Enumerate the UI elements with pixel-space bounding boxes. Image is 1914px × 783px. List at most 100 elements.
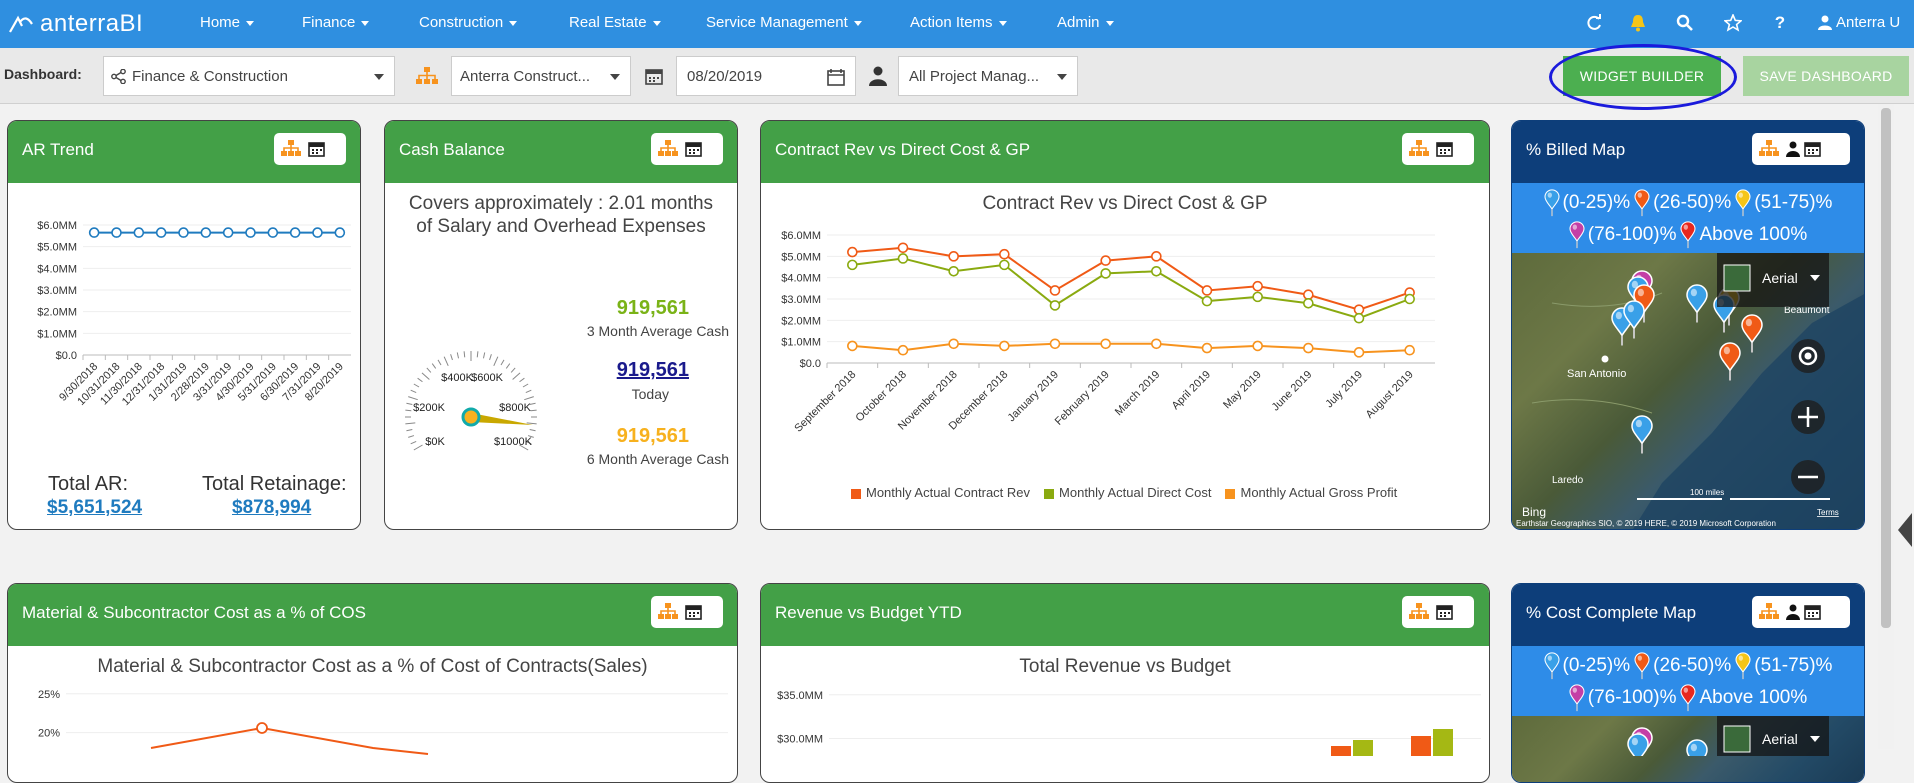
widget-cost-complete-map: % Cost Complete Map (0-25)% (26-50)% (51-7… xyxy=(1511,583,1865,783)
org-chart-icon[interactable] xyxy=(1408,602,1432,622)
map-canvas[interactable]: San Antonio Beaumont Laredo Aerial 100 miles… xyxy=(1512,253,1865,530)
caret-down-icon xyxy=(998,20,1007,26)
calendar-icon[interactable] xyxy=(1436,603,1454,621)
dashboard-select-value: Finance & Construction xyxy=(132,67,288,85)
locate-icon xyxy=(1798,346,1818,366)
widget-body: Total Revenue vs Budget $35.0MM $30.0MM xyxy=(761,646,1489,782)
today-value[interactable]: 919,561 xyxy=(616,359,689,381)
calendar-icon[interactable] xyxy=(1436,140,1454,158)
data-point xyxy=(1100,255,1111,266)
save-dashboard-button[interactable]: SAVE DASHBOARD xyxy=(1743,56,1909,96)
help-icon[interactable]: ? xyxy=(1774,13,1786,32)
map-legend-row: (0-25)% (26-50)% (51-75)% xyxy=(1512,652,1864,680)
calendar-icon[interactable] xyxy=(685,140,703,158)
gauge-tick xyxy=(408,435,415,438)
data-point xyxy=(897,344,909,356)
gauge-tick xyxy=(519,444,529,451)
today-label: Today xyxy=(631,386,669,402)
bell-icon[interactable] xyxy=(1627,12,1649,34)
user-name: Anterra U xyxy=(1836,14,1901,31)
map-legend-label: (51-75)% xyxy=(1754,192,1833,213)
org-chart-icon[interactable] xyxy=(1758,139,1782,159)
legend-item[interactable]: Monthly Actual Contract Rev xyxy=(851,485,1030,500)
gauge-tick xyxy=(431,363,437,369)
nav-home[interactable]: Home xyxy=(200,14,255,31)
legend-item[interactable]: Monthly Actual Direct Cost xyxy=(1044,485,1211,500)
city-label: San Antonio xyxy=(1567,368,1626,380)
plus-icon xyxy=(1798,407,1818,427)
map-area[interactable]: Aerial xyxy=(1512,716,1864,782)
bar xyxy=(1411,736,1431,756)
series-line xyxy=(852,257,1411,320)
widget-body: Covers approximately : 2.01 months of Sa… xyxy=(385,183,737,529)
calendar-icon[interactable] xyxy=(308,140,326,158)
data-point xyxy=(1049,300,1061,311)
total-retainage-value[interactable]: $878,994 xyxy=(232,497,312,518)
caret-down-icon xyxy=(1810,736,1820,742)
org-chart-icon[interactable] xyxy=(657,139,681,159)
refresh-icon[interactable] xyxy=(1583,12,1605,34)
calendar-icon[interactable] xyxy=(1804,140,1822,158)
map-pin-icon xyxy=(1686,284,1708,324)
gauge-tick xyxy=(421,372,430,380)
collapse-panel-icon[interactable] xyxy=(1894,505,1914,555)
org-chart-icon[interactable] xyxy=(657,602,681,622)
nav-construction[interactable]: Construction xyxy=(419,14,518,31)
logo-text: anterraBI xyxy=(40,10,144,37)
org-chart-icon[interactable] xyxy=(1758,602,1782,622)
widget-cash-balance: Cash Balance Covers approximately : 2.01… xyxy=(384,120,738,530)
app-logo[interactable]: anterraBI xyxy=(8,10,143,38)
data-point xyxy=(88,227,100,238)
map-area[interactable]: San Antonio Beaumont Laredo Aerial 100 miles… xyxy=(1512,253,1864,529)
company-select[interactable]: Anterra Construct... xyxy=(451,56,631,96)
person-icon[interactable] xyxy=(1786,604,1800,620)
map-legend-item: (26-50)% xyxy=(1634,189,1731,217)
dashboard-select[interactable]: Finance & Construction xyxy=(103,56,395,96)
contract-rev-chart: $0.0 $1.0MM $2.0MM $3.0MM $4.0MM $5.0MM $6.0MM… xyxy=(781,230,1435,435)
map-pin-icon xyxy=(1634,189,1650,217)
star-icon[interactable] xyxy=(1722,12,1744,34)
map-canvas[interactable]: Aerial xyxy=(1512,716,1865,779)
nav-finance[interactable]: Finance xyxy=(302,14,370,31)
total-ar-value[interactable]: $5,651,524 xyxy=(47,497,143,518)
person-icon[interactable] xyxy=(1786,141,1800,157)
nav-real-estate[interactable]: Real Estate xyxy=(569,14,661,31)
x-tick-label: March 2019 xyxy=(1113,369,1163,419)
map-legend-label: (76-100)% xyxy=(1587,224,1677,245)
date-input[interactable]: 08/20/2019 xyxy=(676,56,856,96)
map-pin-icon xyxy=(1719,342,1741,382)
widget-header: Revenue vs Budget YTD xyxy=(761,584,1489,646)
data-point xyxy=(847,259,858,271)
org-chart-icon[interactable] xyxy=(280,139,304,159)
scrollbar-thumb[interactable] xyxy=(1881,108,1891,628)
data-point xyxy=(245,227,256,238)
calendar-icon[interactable] xyxy=(1804,603,1822,621)
bar xyxy=(1331,746,1351,756)
search-icon[interactable] xyxy=(1674,12,1696,34)
user-menu[interactable]: Anterra U xyxy=(1818,14,1900,31)
series-line xyxy=(852,246,1410,311)
nav-service-management[interactable]: Service Management xyxy=(706,14,862,31)
nav-admin[interactable]: Admin xyxy=(1057,14,1114,31)
city-marker xyxy=(1601,355,1609,363)
nav-service-management-label: Service Management xyxy=(706,14,848,31)
widget-body: $0.0 $1.0MM $2.0MM $3.0MM $4.0MM $5.0MM $6.0MM… xyxy=(8,183,360,529)
calendar-picker-icon[interactable] xyxy=(827,68,845,86)
nav-home-label: Home xyxy=(200,14,241,31)
page-scrollbar[interactable] xyxy=(1878,104,1894,749)
calendar-icon[interactable] xyxy=(685,603,703,621)
widget-contract-rev: Contract Rev vs Direct Cost & GP Contrac… xyxy=(760,120,1490,530)
project-manager-select[interactable]: All Project Manag... xyxy=(898,56,1078,96)
map-legend-label: Above 100% xyxy=(1699,687,1808,708)
widget-body: Material & Subcontractor Cost as a % of … xyxy=(8,646,737,782)
nav-action-items[interactable]: Action Items xyxy=(910,14,1007,31)
chart-title: Total Revenue vs Budget xyxy=(1019,656,1231,677)
legend-item[interactable]: Monthly Actual Gross Profit xyxy=(1225,485,1397,500)
three-month-avg-value: 919,561 xyxy=(616,297,689,319)
org-chart-icon[interactable] xyxy=(1408,139,1432,159)
data-point xyxy=(1404,344,1415,356)
data-point xyxy=(847,340,858,352)
gauge-label: $1000K xyxy=(494,436,533,448)
gauge-tick xyxy=(417,377,423,383)
map-legend-label: (51-75)% xyxy=(1754,655,1833,676)
